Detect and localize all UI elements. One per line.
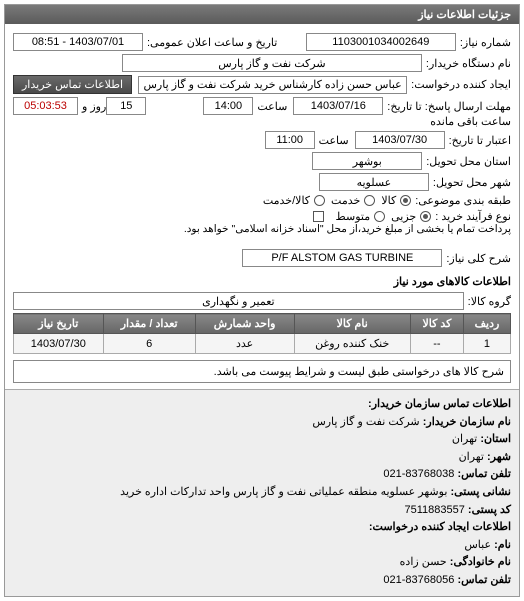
radio-dot-icon xyxy=(314,195,325,206)
treasury-checkbox[interactable] xyxy=(313,211,324,222)
subject-radio-kala[interactable]: کالا xyxy=(381,194,411,207)
remain-label: ساعت باقی مانده xyxy=(426,115,511,128)
time-label-2: ساعت xyxy=(315,134,349,147)
creator-contact-title: اطلاعات ایجاد کننده درخواست: xyxy=(369,521,511,533)
table-header-row: ردیف کد کالا نام کالا واحد شمارش تعداد /… xyxy=(14,314,511,334)
remain-time: 05:03:53 xyxy=(13,97,78,115)
req-no-field: 1103001034002649 xyxy=(306,33,456,51)
table-cell: عدد xyxy=(195,334,294,354)
creator-field: عباس حسن زاده کارشناس خرید شرکت نفت و گا… xyxy=(138,76,407,94)
group-field: تعمیر و نگهداری xyxy=(13,292,464,310)
col-date: تاریخ نیاز xyxy=(14,314,104,334)
table-cell: 1403/07/30 xyxy=(14,334,104,354)
radio-dot-icon xyxy=(364,195,375,206)
items-table: ردیف کد کالا نام کالا واحد شمارش تعداد /… xyxy=(13,313,511,354)
contact-title: اطلاعات تماس سازمان خریدار: xyxy=(368,398,511,410)
delivery-province-label: استان محل تحویل: xyxy=(422,155,511,168)
deadline-reply-time: 14:00 xyxy=(203,97,253,115)
deadline-reply-date: 1403/07/16 xyxy=(293,97,383,115)
need-desc-label: شرح کلی نیاز: xyxy=(442,252,511,265)
need-desc-field: P/F ALSTOM GAS TURBINE xyxy=(242,249,442,267)
subject-radio-both[interactable]: کالا/خدمت xyxy=(263,194,325,207)
creator-tel-value: 021-83768056 xyxy=(383,572,454,590)
col-name: نام کالا xyxy=(294,314,410,334)
process-radio-medium[interactable]: متوسط xyxy=(336,210,386,223)
delivery-city-label: شهر محل تحویل: xyxy=(429,176,511,189)
province-value: تهران xyxy=(452,433,477,445)
tel-value: 021-83768038 xyxy=(383,466,454,484)
panel-title: جزئیات اطلاعات نیاز xyxy=(5,5,519,24)
items-section-title: اطلاعات کالاهای مورد نیاز xyxy=(13,275,511,288)
days-field: 15 xyxy=(106,97,146,115)
table-cell: 1 xyxy=(463,334,510,354)
fname-label: نام: xyxy=(494,539,511,551)
process-radio-minor[interactable]: جزیی xyxy=(391,210,431,223)
validity-time: 11:00 xyxy=(265,131,315,149)
table-cell: 6 xyxy=(103,334,195,354)
items-note: شرح کالا های درخواستی طبق لیست و شرایط پ… xyxy=(13,360,511,383)
deadline-reply-label: مهلت ارسال پاسخ: تا تاریخ: xyxy=(383,100,511,113)
panel-body: شماره نیاز: 1103001034002649 تاریخ و ساع… xyxy=(5,24,519,389)
city-value: تهران xyxy=(459,451,484,463)
delivery-city: عسلویه xyxy=(319,173,429,191)
col-row: ردیف xyxy=(463,314,510,334)
tel-label: تلفن تماس: xyxy=(457,468,511,480)
days-label: روز و xyxy=(78,100,106,113)
process-note: پرداخت تمام یا بخشی از مبلغ خرید،از محل … xyxy=(184,223,511,235)
lname-value: حسن زاده xyxy=(400,556,447,568)
buyer-field: شرکت نفت و گاز پارس xyxy=(122,54,422,72)
col-unit: واحد شمارش xyxy=(195,314,294,334)
contact-block: اطلاعات تماس سازمان خریدار: نام سازمان خ… xyxy=(5,389,519,596)
fname-value: عباس xyxy=(464,539,491,551)
table-cell: خنک کننده روغن xyxy=(294,334,410,354)
city-label: شهر: xyxy=(487,451,511,463)
radio-dot-icon xyxy=(374,211,385,222)
announce-label: تاریخ و ساعت اعلان عمومی: xyxy=(143,36,277,49)
postcode-label: کد پستی: xyxy=(468,504,511,516)
province-label: استان: xyxy=(480,433,511,445)
lname-label: نام خانوادگی: xyxy=(450,556,511,568)
contact-buyer-button[interactable]: اطلاعات تماس خریدار xyxy=(13,75,132,94)
org-label: نام سازمان خریدار: xyxy=(423,416,511,428)
validity-label: اعتبار تا تاریخ: xyxy=(445,134,511,147)
time-label-1: ساعت xyxy=(253,100,287,113)
req-no-label: شماره نیاز: xyxy=(456,36,511,49)
radio-dot-icon xyxy=(400,195,411,206)
col-code: کد کالا xyxy=(410,314,463,334)
postcode-value: 7511883557 xyxy=(404,504,464,516)
buyer-label: نام دستگاه خریدار: xyxy=(422,57,511,70)
details-panel: جزئیات اطلاعات نیاز شماره نیاز: 11030010… xyxy=(4,4,520,597)
postaddr-value: بوشهر عسلویه منطقه عملیاتی نفت و گاز پار… xyxy=(120,486,447,498)
delivery-province: بوشهر xyxy=(312,152,422,170)
subject-cat-label: طبقه بندی موضوعی: xyxy=(411,194,511,207)
postaddr-label: نشانی پستی: xyxy=(450,486,511,498)
group-label: گروه کالا: xyxy=(464,295,511,308)
radio-dot-icon xyxy=(420,211,431,222)
process-label: نوع فرآیند خرید : xyxy=(431,210,511,223)
org-value: شرکت نفت و گاز پارس xyxy=(312,416,419,428)
validity-date: 1403/07/30 xyxy=(355,131,445,149)
table-row: 1--خنک کننده روغنعدد61403/07/30 xyxy=(14,334,511,354)
table-cell: -- xyxy=(410,334,463,354)
creator-label: ایجاد کننده درخواست: xyxy=(407,78,511,91)
announce-field: 1403/07/01 - 08:51 xyxy=(13,33,143,51)
subject-radio-khedmat[interactable]: خدمت xyxy=(331,194,375,207)
col-qty: تعداد / مقدار xyxy=(103,314,195,334)
